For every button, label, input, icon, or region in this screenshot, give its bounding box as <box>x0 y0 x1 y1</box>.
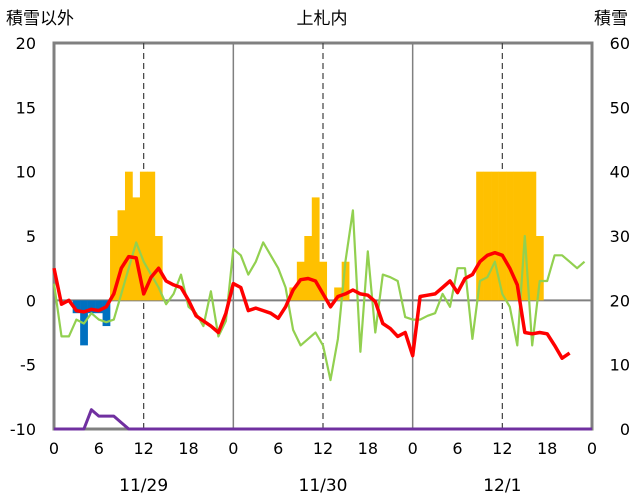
snowfall-bar <box>110 236 118 301</box>
day-label: 11/29 <box>119 476 168 496</box>
precipitation-bar <box>87 300 96 314</box>
snowfall-bar <box>147 171 156 301</box>
left-tick-label: 10 <box>16 163 36 182</box>
snowfall-bar <box>304 236 313 301</box>
x-tick-label: 0 <box>408 439 418 458</box>
x-tick-label: 12 <box>313 439 333 458</box>
left-axis-ticks: -10 -5 0 5 10 15 20 <box>10 34 36 439</box>
x-tick-label: 12 <box>492 439 512 458</box>
right-tick-label: 10 <box>610 356 630 375</box>
right-tick-label: 60 <box>610 34 630 53</box>
x-axis-ticks: 0 6 12 18 0 6 12 18 0 6 12 18 0 <box>49 439 597 458</box>
left-axis-label: 積雪以外 <box>6 9 74 29</box>
left-tick-label: 0 <box>26 291 36 310</box>
day-label: 12/1 <box>483 476 521 496</box>
x-tick-label: 18 <box>178 439 198 458</box>
left-tick-label: 20 <box>16 34 36 53</box>
x-tick-label: 0 <box>49 439 59 458</box>
snowfall-bar <box>498 171 507 301</box>
left-tick-label: -10 <box>10 420 36 439</box>
lines-layer <box>52 209 592 431</box>
snowfall-bar <box>341 261 350 301</box>
snowfall-bar <box>319 261 328 301</box>
x-tick-label: 0 <box>228 439 238 458</box>
snowfall-bar <box>117 210 126 301</box>
snowfall-bar <box>132 197 141 301</box>
right-tick-label: 30 <box>610 227 630 246</box>
snowfall-bar <box>491 171 499 301</box>
right-tick-label: 50 <box>610 98 630 117</box>
snowfall-bar <box>513 171 522 301</box>
snowfall-bar <box>506 171 514 301</box>
x-tick-label: 12 <box>133 439 153 458</box>
right-axis-ticks: 0 10 20 30 40 50 60 <box>610 34 630 439</box>
precipitation-bar <box>102 300 111 327</box>
x-tick-label: 18 <box>537 439 557 458</box>
left-tick-label: 15 <box>16 98 36 117</box>
wind-line <box>52 209 586 382</box>
right-tick-label: 40 <box>610 163 630 182</box>
snowfall-bar <box>139 171 148 301</box>
right-axis-label: 積雪 <box>594 9 628 29</box>
snowfall-bar <box>311 197 320 301</box>
snow_depth-line <box>54 408 592 431</box>
chart-title: 上札内 <box>297 9 348 29</box>
snowfall-bar <box>535 236 544 301</box>
precipitation-bar <box>72 300 81 314</box>
x-tick-label: 0 <box>587 439 597 458</box>
right-tick-label: 20 <box>610 291 630 310</box>
day-labels: 11/29 11/30 12/1 <box>119 476 521 496</box>
precipitation-bar <box>95 300 103 314</box>
left-tick-label: 5 <box>26 227 36 246</box>
snowfall-bar <box>528 171 537 301</box>
x-tick-label: 18 <box>358 439 378 458</box>
x-tick-label: 6 <box>273 439 283 458</box>
temperature-line <box>52 250 571 360</box>
snowfall-bar <box>334 287 342 301</box>
day-label: 11/30 <box>299 476 348 496</box>
x-tick-label: 6 <box>94 439 104 458</box>
snowfall-bar <box>476 171 484 301</box>
x-tick-label: 6 <box>452 439 462 458</box>
snowfall-bar <box>124 171 133 301</box>
snowfall-bar <box>483 171 492 301</box>
left-tick-label: -5 <box>20 356 36 375</box>
right-tick-label: 0 <box>620 420 630 439</box>
